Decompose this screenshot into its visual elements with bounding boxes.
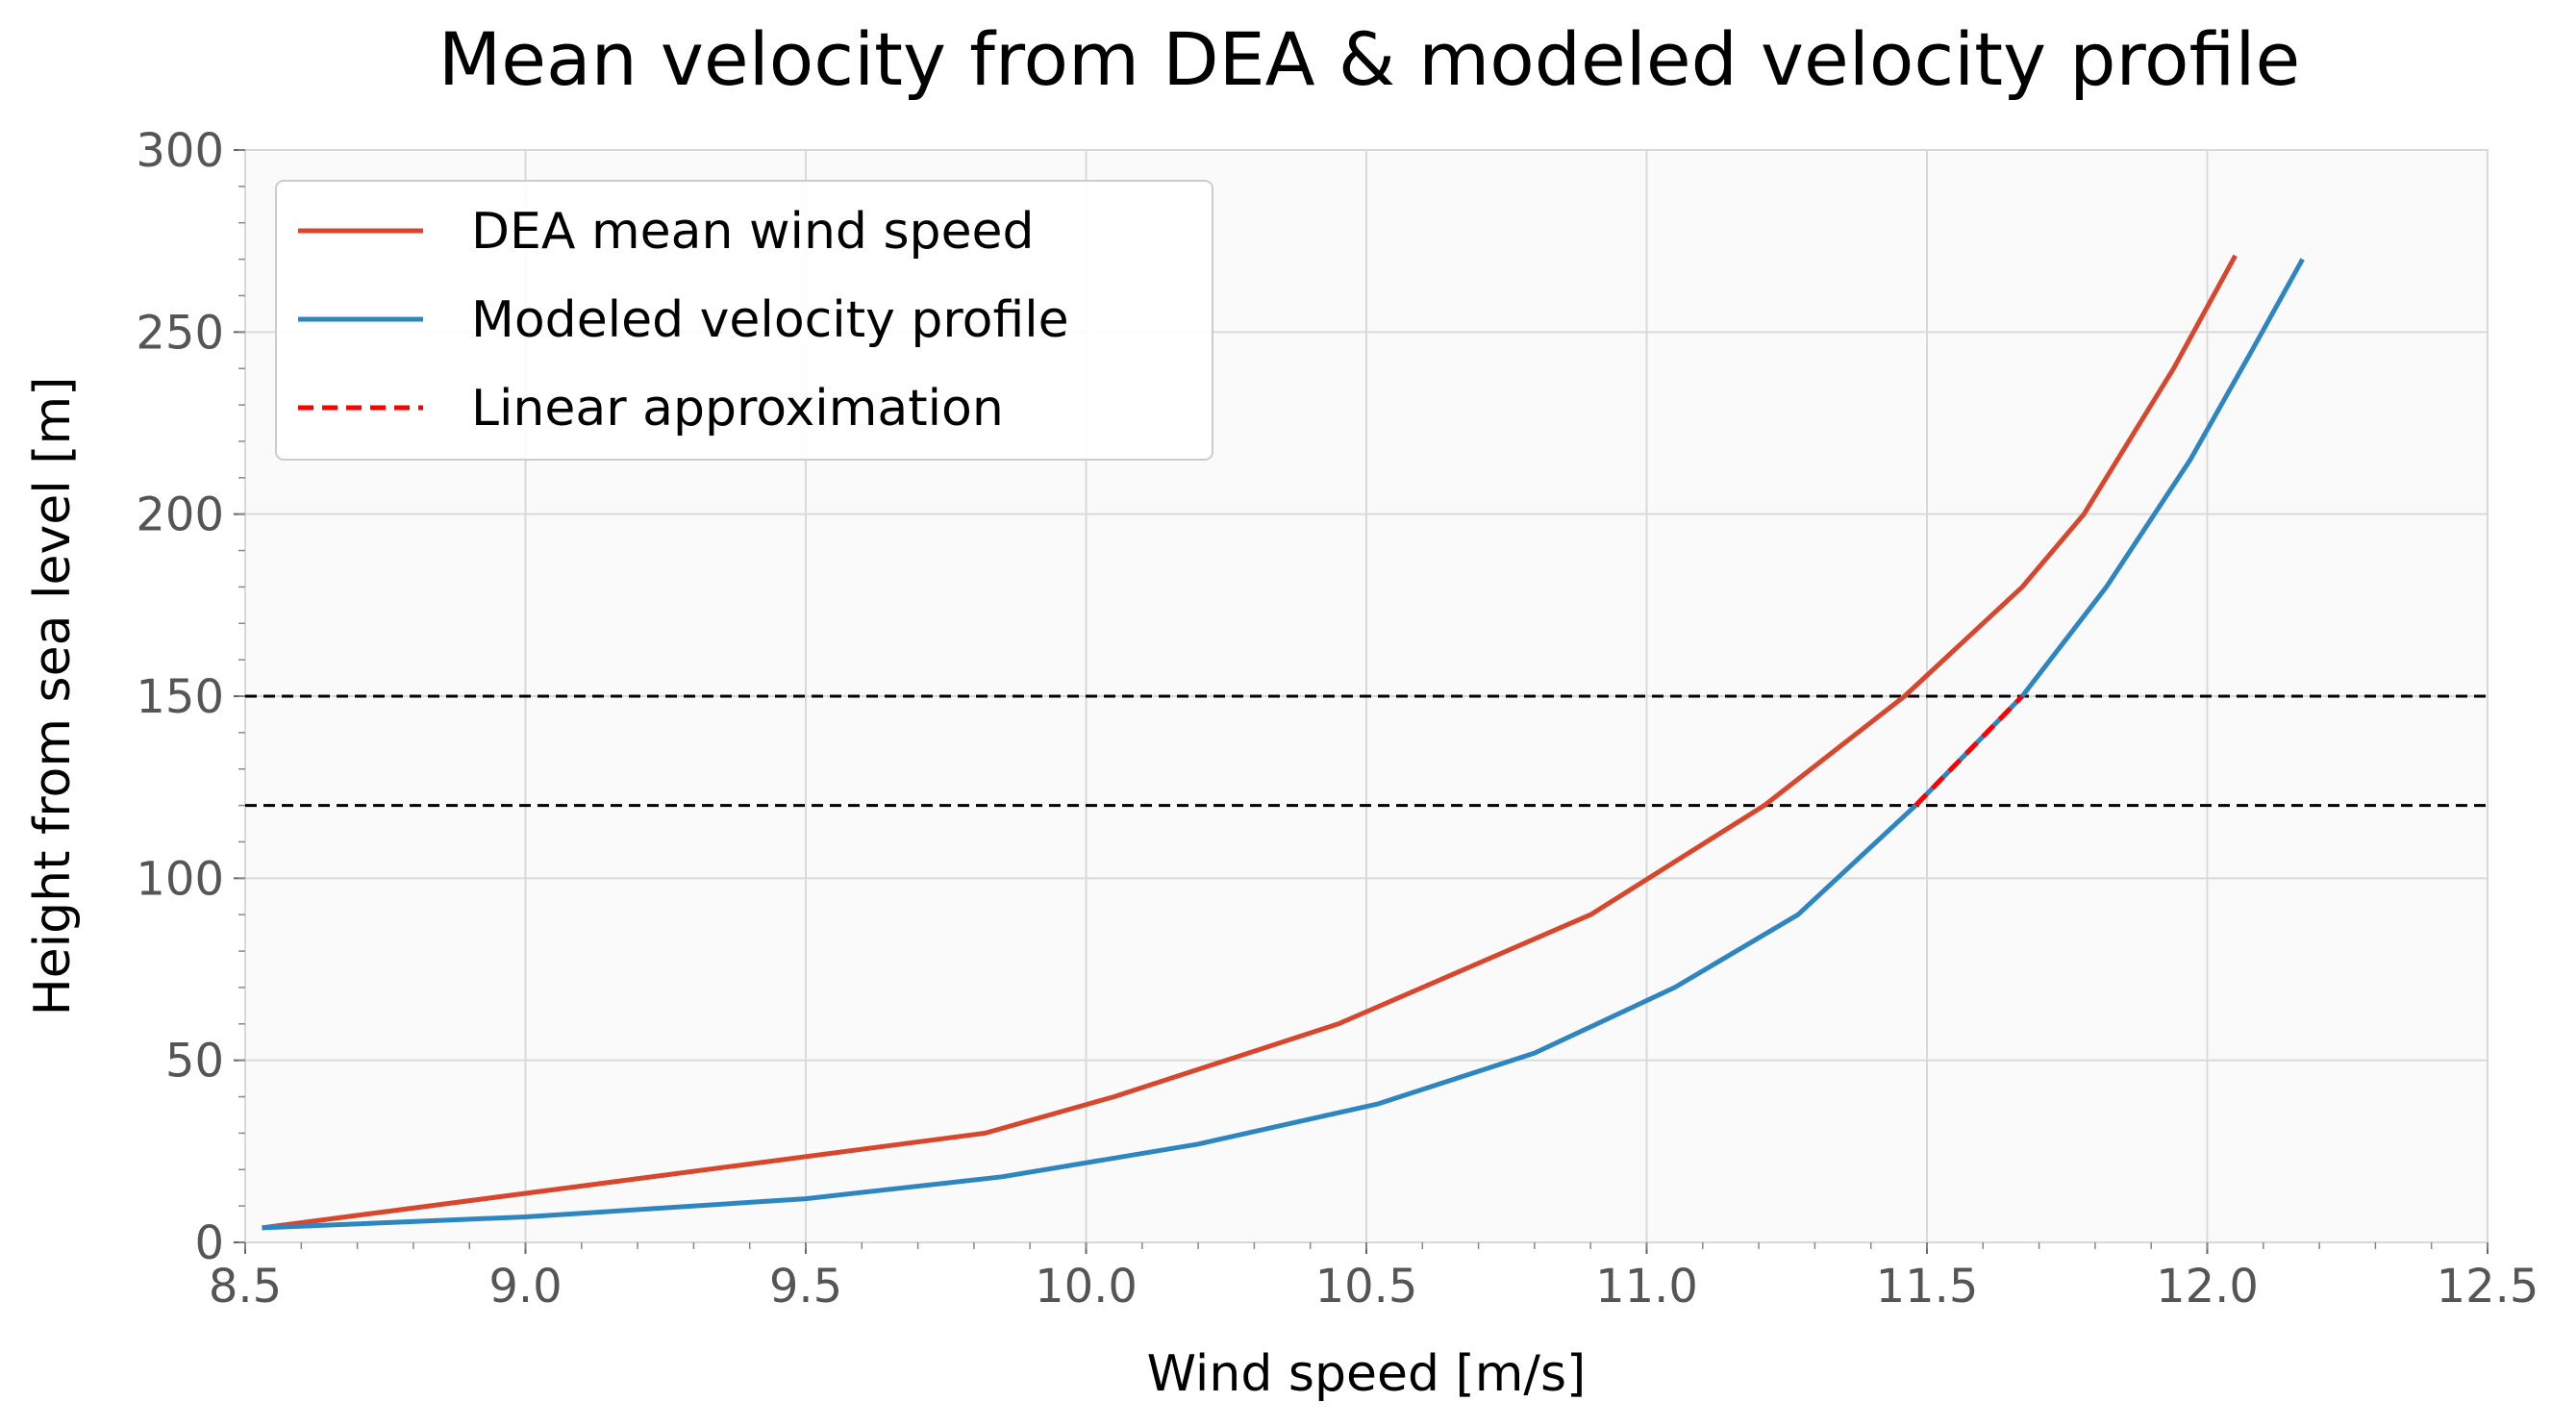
x-tick-label: 11.5 <box>1876 1260 1979 1314</box>
y-tick-label: 300 <box>136 124 224 178</box>
legend-label: Linear approximation <box>471 380 1004 438</box>
y-tick-label: 50 <box>165 1035 224 1089</box>
x-tick-label: 10.5 <box>1315 1260 1418 1314</box>
reference-lines <box>245 694 2488 808</box>
chart-title: Mean velocity from DEA & modeled velocit… <box>438 16 2301 102</box>
y-axis-label: Height from sea level [m] <box>24 377 82 1016</box>
x-tick-label: 9.5 <box>769 1260 842 1314</box>
x-tick-label: 9.0 <box>488 1260 562 1314</box>
legend-items: DEA mean wind speed Modeled velocity prof… <box>298 203 1069 438</box>
legend-label: DEA mean wind speed <box>471 203 1035 261</box>
x-axis-label: Wind speed [m/s] <box>1147 1345 1587 1403</box>
x-tick-label: 10.0 <box>1035 1260 1138 1314</box>
series-layer <box>262 254 2305 1231</box>
series-line <box>1913 694 2024 808</box>
x-tick-label: 11.0 <box>1595 1260 1698 1314</box>
x-tick-label: 12.5 <box>2437 1260 2539 1314</box>
x-tick-label: 12.0 <box>2156 1260 2259 1314</box>
legend-label: Modeled velocity profile <box>471 291 1069 349</box>
axis-layer: 8.5 9.0 9.5 10.0 10.5 11.0 11.5 12.0 12.5 0 50 100 1… <box>136 124 2538 1314</box>
legend-box <box>275 180 1213 461</box>
y-tick-label: 150 <box>136 670 224 724</box>
y-tick-label: 200 <box>136 488 224 542</box>
legend: DEA mean wind speed Modeled velocity prof… <box>275 180 1213 461</box>
y-tick-label: 100 <box>136 852 224 906</box>
x-tick-label: 8.5 <box>209 1260 282 1314</box>
series-line <box>262 254 2238 1231</box>
y-tick-label: 250 <box>136 306 224 360</box>
y-tick-label: 0 <box>194 1216 224 1270</box>
series-line <box>262 258 2305 1231</box>
